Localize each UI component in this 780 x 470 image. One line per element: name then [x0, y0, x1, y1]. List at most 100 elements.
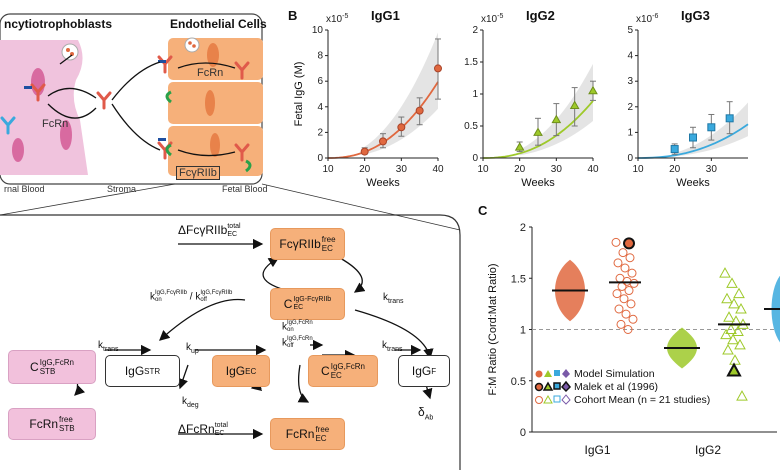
- legend-marker: [542, 381, 554, 391]
- cohort-point: [613, 258, 623, 268]
- x-tick-label: 20: [359, 164, 371, 175]
- data-point: [569, 100, 580, 110]
- node-igg-ec: IgG EC: [212, 355, 270, 387]
- maternal-blood-label: rnal Blood: [4, 184, 45, 194]
- legend-marker: [560, 380, 572, 393]
- cohort-point: [627, 268, 637, 278]
- cohort-point: [734, 338, 746, 350]
- panel-c-letter: C: [478, 203, 488, 218]
- x-tick-label: 30: [396, 164, 408, 175]
- axis-multiplier-base: x10: [481, 14, 498, 25]
- legend-label: Cohort Mean (n = 21 studies): [574, 394, 710, 406]
- x-axis-label: Weeks: [676, 177, 710, 189]
- model-curve: [637, 123, 749, 159]
- node-c-stb: C IgG,FcRn STB: [8, 350, 96, 384]
- cohort-point: [733, 287, 745, 299]
- legend-marker: [543, 394, 553, 404]
- y-tick-label: 0.5: [464, 121, 478, 132]
- x-tick-label: 40: [432, 164, 444, 175]
- fm-ratio-plot: 0 0.5 1 1.5 2 F:M Ratio (Cord:Mat Ratio) IgG1 I…: [487, 222, 780, 457]
- endosome-shape: [61, 43, 79, 61]
- legend-marker: [553, 395, 561, 403]
- cohort-point: [721, 292, 733, 304]
- node-igg-str: IgG STR: [105, 355, 180, 387]
- y-tick-label: 0: [472, 153, 478, 164]
- y-tick-label: 10: [312, 25, 324, 36]
- malek-point: [726, 362, 742, 377]
- legend-marker: [561, 394, 571, 405]
- data-point: [360, 147, 369, 156]
- y-tick-label: 5: [627, 25, 633, 36]
- x-tick-label: 10: [322, 164, 334, 175]
- legend-label: Model Simulation: [574, 368, 655, 380]
- uncertainty-band: [674, 102, 748, 157]
- cohort-point: [719, 267, 731, 278]
- axis-multiplier-base: x10: [326, 14, 343, 25]
- label-fcgr-total: ΔFcγRIIb total EC: [178, 223, 241, 238]
- label-delta-ab: δAb: [418, 405, 434, 422]
- axis-multiplier: x10-5: [481, 13, 503, 25]
- data-point: [533, 127, 543, 136]
- x-tick-label: 20: [669, 164, 681, 175]
- fm-ratio-chart: 0 0.5 1 1.5 2 F:M Ratio (Cord:Mat Ratio) IgG1 I…: [487, 222, 780, 457]
- cohort-point: [622, 276, 632, 286]
- y-tick-label: 4: [317, 102, 323, 113]
- legend-marker: [534, 382, 544, 392]
- receptor-icon: [165, 90, 252, 173]
- fcrn-label: FcRn: [42, 118, 69, 130]
- cohort-point: [723, 311, 735, 322]
- fetal-igg-plot: 0 0.5 1 1.5 2 10 20 30 40 IgG2 x10-5 Weeks: [464, 8, 599, 189]
- cohort-point: [720, 328, 732, 340]
- nucleus-shape: [12, 138, 24, 162]
- label-k-up: kup: [186, 342, 199, 355]
- cohort-point: [732, 325, 744, 337]
- label-k-on-fcrn: k IgG,FcRn on: [282, 320, 313, 333]
- node-fcrn-free: FcRn free EC: [270, 418, 345, 450]
- cohort-point: [736, 390, 748, 401]
- endosome-shape: [184, 37, 200, 53]
- label-k-fcgr: k IgG,FcγRIIb on / k IgG,FcγRIIb off: [150, 290, 233, 303]
- cohort-point: [729, 354, 741, 365]
- axis-multiplier-exp: -5: [497, 13, 503, 20]
- cohort-point: [618, 248, 628, 258]
- y-tick-label: 2: [317, 127, 323, 138]
- label-k-trans-fetal: ktrans: [383, 292, 404, 305]
- y-tick-label: 2: [472, 25, 478, 36]
- y-tick-label: 1: [627, 127, 633, 138]
- data-point: [725, 114, 734, 123]
- cohort-point: [725, 323, 737, 334]
- nucleus-shape: [210, 133, 220, 157]
- category-label: IgG1: [584, 443, 610, 457]
- data-point: [514, 142, 525, 151]
- legend-marker: [562, 369, 570, 378]
- label-fcrn-total: ΔFcRn total EC: [178, 422, 228, 437]
- node-c-igg-fcgr: C IgG-FcγRIIb EC: [270, 288, 345, 320]
- cohort-point: [612, 289, 622, 299]
- y-tick-label: 0: [520, 427, 526, 439]
- cohort-point: [624, 286, 634, 296]
- stroma-label: Stroma: [107, 184, 137, 194]
- y-tick-label: 0: [627, 153, 633, 164]
- data-point: [434, 64, 442, 73]
- cohort-point: [623, 325, 633, 334]
- x-tick-label: 10: [477, 164, 489, 175]
- node-fcgr-free: FcγRIIb free EC: [270, 228, 345, 260]
- label-k-off-fcrn: k IgG,FcRn off: [282, 336, 313, 349]
- cohort-point: [616, 319, 626, 329]
- y-tick-label: 8: [317, 51, 323, 62]
- y-tick-label: 6: [317, 76, 323, 87]
- data-point: [415, 106, 424, 115]
- legend-marker: [535, 370, 543, 378]
- endothelial-cells-label: Endothelial Cells: [170, 17, 267, 31]
- cohort-point: [728, 297, 740, 309]
- fetal-igg-plot: 0 2 4 6 8 10 10 20 30 40 IgG1 x10-5 Weeks Fetal IgG (…: [293, 8, 444, 189]
- y-tick-label: 1.5: [464, 57, 478, 68]
- cohort-point: [726, 277, 738, 288]
- y-tick-label: 3: [627, 76, 633, 87]
- syncytiotrophoblasts-label: ncytiotrophoblasts: [4, 17, 113, 31]
- fetal-igg-plot: 0 1 2 3 4 5 10 20 30 IgG3 x10-6 Weeks: [627, 8, 749, 189]
- x-axis-label: Weeks: [521, 177, 555, 189]
- antibody-icon: [0, 116, 16, 135]
- y-tick-label: 1.5: [511, 273, 526, 285]
